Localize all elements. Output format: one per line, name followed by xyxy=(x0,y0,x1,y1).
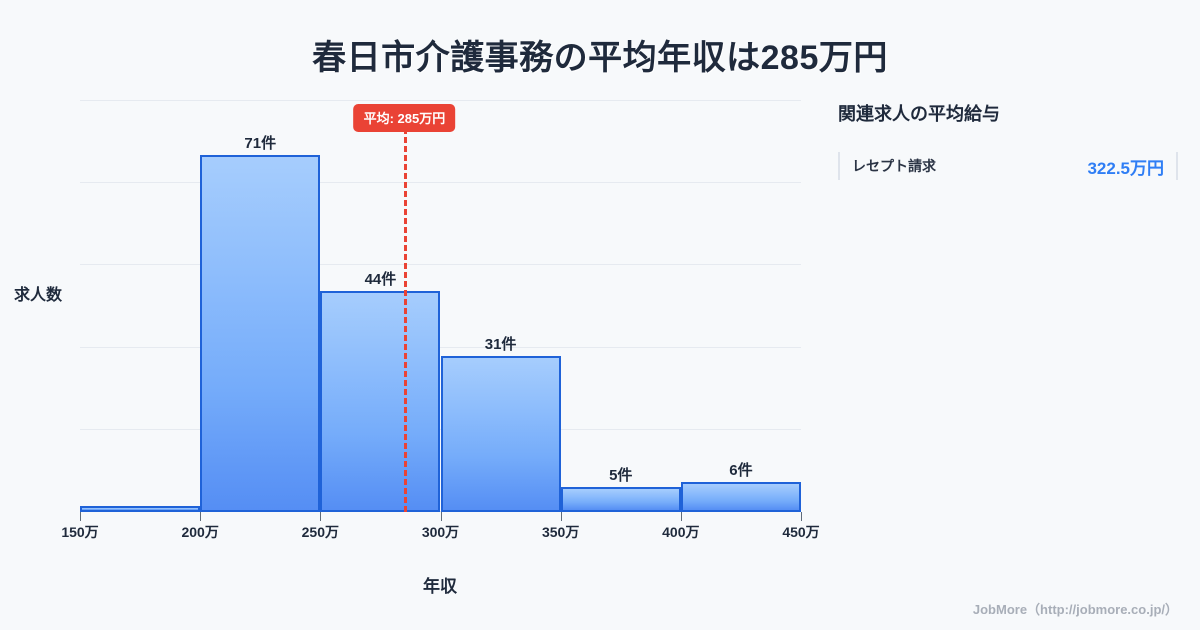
x-tick-label: 300万 xyxy=(421,524,460,540)
gridline xyxy=(80,182,801,183)
x-tick-mark xyxy=(440,512,442,521)
page-title: 春日市介護事務の平均年収は285万円 xyxy=(312,39,888,77)
bar[interactable] xyxy=(560,486,681,512)
bar[interactable] xyxy=(440,356,561,512)
bar-value-label: 6件 xyxy=(729,461,753,479)
x-tick-mark xyxy=(801,512,802,521)
related-salary-row[interactable]: レセプト請求 322.5万円 xyxy=(838,152,1178,180)
x-tick-label: 350万 xyxy=(541,524,580,540)
watermark: JobMore（http://jobmore.co.jp/） xyxy=(972,602,1178,617)
bar[interactable] xyxy=(680,481,801,512)
related-salary-label: レセプト請求 xyxy=(852,158,936,174)
gridline xyxy=(80,100,801,101)
mean-dashed-line xyxy=(404,128,408,512)
plot-area: 71件 44件 31件 5件 6件 xyxy=(80,100,801,512)
bar[interactable] xyxy=(200,155,321,512)
x-axis-title: 年収 xyxy=(423,577,457,596)
related-salary-value: 322.5万円 xyxy=(1087,158,1164,178)
bar-value-label: 5件 xyxy=(609,466,633,484)
bar-value-label: 71件 xyxy=(244,135,277,153)
bar[interactable] xyxy=(320,290,441,512)
gridline xyxy=(80,264,801,265)
bar[interactable] xyxy=(80,506,201,512)
x-tick-mark xyxy=(320,512,322,521)
x-tick-mark xyxy=(560,512,562,521)
x-tick-mark xyxy=(200,512,202,521)
x-tick-mark xyxy=(680,512,682,521)
y-axis-title: 求人数 xyxy=(14,287,63,304)
related-salary-panel: 関連求人の平均給与 レセプト請求 322.5万円 xyxy=(838,100,1178,180)
x-tick-label: 200万 xyxy=(181,524,219,540)
related-salary-rows: レセプト請求 322.5万円 xyxy=(838,152,1178,180)
x-tick-label: 250万 xyxy=(301,524,340,540)
gridline xyxy=(80,347,801,348)
related-salary-heading: 関連求人の平均給与 xyxy=(838,104,1000,124)
bar-value-label: 31件 xyxy=(484,336,517,354)
x-tick-mark xyxy=(80,512,81,521)
x-tick-label: 450万 xyxy=(782,524,820,540)
x-tick-label: 150万 xyxy=(61,524,99,540)
bar-value-label: 44件 xyxy=(364,270,397,288)
mean-badge: 平均: 285万円 xyxy=(353,104,456,132)
x-tick-label: 400万 xyxy=(662,524,700,540)
